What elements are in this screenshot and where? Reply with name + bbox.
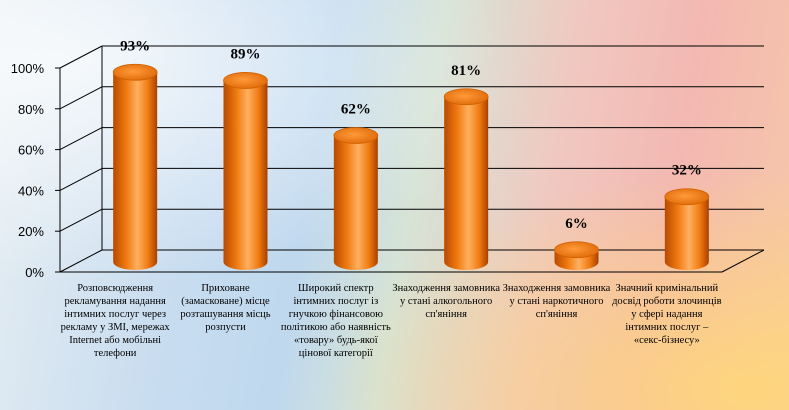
bar-body <box>113 72 158 270</box>
bar <box>223 72 268 270</box>
bar-body <box>664 196 709 270</box>
y-tick-label: 20% <box>18 224 44 239</box>
y-axis-tick-labels: 0% 20% 40% 60% 80% 100% <box>11 61 45 280</box>
gridlines <box>59 45 764 273</box>
bars <box>112 63 710 270</box>
y-tick-label: 100% <box>11 61 45 76</box>
bar <box>112 63 158 270</box>
data-label: 6% <box>565 216 588 232</box>
bar-top <box>443 88 489 106</box>
floor-edge <box>721 249 765 273</box>
gridline-side <box>59 45 103 69</box>
y-tick-label: 80% <box>18 102 44 117</box>
x-category-label: Приховане (замасковане) місце розташуван… <box>180 283 271 333</box>
x-category-label: Знаходження замовника у стані наркотично… <box>502 283 611 320</box>
data-label: 62% <box>341 102 371 118</box>
x-category-label: Знаходження замовника у стані алкогольно… <box>392 283 500 320</box>
data-label: 32% <box>672 163 702 179</box>
gridline-side <box>59 208 103 232</box>
bar-top <box>664 188 710 206</box>
bar <box>664 188 710 270</box>
axes <box>55 46 765 273</box>
data-label: 81% <box>451 63 481 79</box>
bar-top <box>554 241 599 259</box>
x-category-label: Широкий спектр інтимних послуг із гнучко… <box>280 283 391 359</box>
gridline-side <box>59 127 103 151</box>
gridline-side <box>59 86 103 110</box>
x-category-label: Розповсюдження рекламування надання інти… <box>60 283 170 359</box>
x-category-label: Значний кримінальний досвід роботи злочи… <box>612 283 722 346</box>
gridline-side <box>59 249 103 273</box>
bar-body <box>333 135 378 270</box>
gridline-side <box>59 167 103 191</box>
bar <box>443 88 489 270</box>
bar-top <box>223 72 268 89</box>
bar <box>554 241 599 270</box>
data-labels: 93% 89% 62% 81% 6% 32% <box>120 38 702 231</box>
y-tick-label: 60% <box>18 143 44 158</box>
data-label: 89% <box>231 46 261 62</box>
data-label: 93% <box>120 38 150 54</box>
bar <box>333 127 379 270</box>
bar-body <box>444 96 489 270</box>
bar-top <box>112 63 158 81</box>
bar-top <box>333 127 379 144</box>
y-tick-label: 40% <box>18 183 44 198</box>
bar-body <box>223 80 268 270</box>
y-tick-label: 0% <box>25 265 44 280</box>
